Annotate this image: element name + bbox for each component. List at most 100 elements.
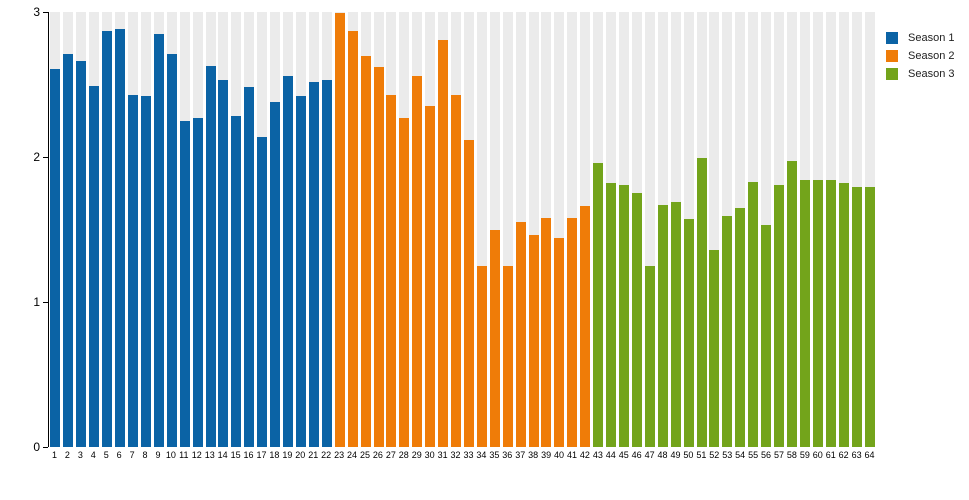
bar-47[interactable] bbox=[644, 265, 655, 447]
x-tick-label: 48 bbox=[657, 450, 668, 460]
bar-35[interactable] bbox=[489, 229, 500, 447]
bar-slot bbox=[295, 12, 308, 447]
bar-18[interactable] bbox=[270, 101, 281, 447]
bar-19[interactable] bbox=[283, 75, 294, 447]
x-tick-label: 10 bbox=[165, 450, 176, 460]
bar-41[interactable] bbox=[567, 217, 578, 447]
bar-54[interactable] bbox=[735, 207, 746, 447]
bar-3[interactable] bbox=[76, 61, 87, 447]
bar-31[interactable] bbox=[438, 39, 449, 447]
bar-slot bbox=[850, 12, 863, 447]
x-tick-label: 52 bbox=[709, 450, 720, 460]
bar-64[interactable] bbox=[864, 187, 875, 447]
bar-30[interactable] bbox=[425, 106, 436, 447]
legend-label: Season 3 bbox=[908, 68, 955, 80]
y-tick-label: 0 bbox=[33, 440, 40, 454]
bar-32[interactable] bbox=[451, 94, 462, 447]
y-tick-label: 2 bbox=[33, 150, 40, 164]
bar-12[interactable] bbox=[192, 117, 203, 447]
bar-60[interactable] bbox=[812, 180, 823, 447]
bar-20[interactable] bbox=[295, 96, 306, 447]
bar-61[interactable] bbox=[825, 180, 836, 447]
bar-5[interactable] bbox=[102, 30, 113, 447]
x-tick-label: 46 bbox=[631, 450, 642, 460]
bar-6[interactable] bbox=[115, 29, 126, 447]
bar-11[interactable] bbox=[179, 120, 190, 447]
bar-8[interactable] bbox=[140, 96, 151, 447]
bar-slot bbox=[256, 12, 269, 447]
bar-13[interactable] bbox=[205, 65, 216, 447]
legend-item-season-1[interactable]: Season 1 bbox=[886, 32, 954, 44]
bar-56[interactable] bbox=[761, 225, 772, 447]
bar-24[interactable] bbox=[347, 30, 358, 447]
bar-37[interactable] bbox=[515, 222, 526, 447]
x-tick-label: 4 bbox=[90, 450, 96, 460]
legend-item-season-2[interactable]: Season 2 bbox=[886, 50, 954, 62]
bar-22[interactable] bbox=[321, 80, 332, 447]
x-tick-label: 3 bbox=[77, 450, 83, 460]
bar-53[interactable] bbox=[722, 216, 733, 447]
bar-21[interactable] bbox=[308, 81, 319, 447]
bar-14[interactable] bbox=[218, 80, 229, 447]
x-tick-label: 45 bbox=[618, 450, 629, 460]
bar-28[interactable] bbox=[399, 117, 410, 447]
bar-44[interactable] bbox=[606, 183, 617, 447]
bar-slot bbox=[49, 12, 62, 447]
bar-62[interactable] bbox=[838, 183, 849, 447]
bar-59[interactable] bbox=[799, 180, 810, 447]
x-tick-label: 34 bbox=[476, 450, 487, 460]
bar-slot bbox=[863, 12, 876, 447]
y-tick-label: 3 bbox=[33, 5, 40, 19]
bar-57[interactable] bbox=[774, 184, 785, 447]
bar-slot bbox=[139, 12, 152, 447]
bar-1[interactable] bbox=[50, 68, 61, 447]
bar-36[interactable] bbox=[502, 265, 513, 447]
bar-33[interactable] bbox=[463, 139, 474, 447]
bar-46[interactable] bbox=[631, 193, 642, 447]
bar-63[interactable] bbox=[851, 187, 862, 447]
bar-slot bbox=[398, 12, 411, 447]
bar-43[interactable] bbox=[593, 162, 604, 447]
bar-50[interactable] bbox=[683, 219, 694, 447]
bar-slot bbox=[837, 12, 850, 447]
bar-26[interactable] bbox=[373, 67, 384, 447]
x-tick-label: 27 bbox=[385, 450, 396, 460]
bar-51[interactable] bbox=[696, 158, 707, 447]
bar-16[interactable] bbox=[244, 87, 255, 447]
bar-slot bbox=[760, 12, 773, 447]
bar-42[interactable] bbox=[580, 206, 591, 447]
bar-34[interactable] bbox=[476, 265, 487, 447]
x-tick-label: 12 bbox=[191, 450, 202, 460]
bar-52[interactable] bbox=[709, 249, 720, 447]
bar-55[interactable] bbox=[748, 181, 759, 447]
bar-slot bbox=[217, 12, 230, 447]
bar-45[interactable] bbox=[619, 184, 630, 447]
bar-9[interactable] bbox=[153, 33, 164, 447]
x-axis-labels: 1 2 3 4 5 6 7 8 9 10 11 12 13 14 15 16 17 18 19 20 21 22 23 24 2… bbox=[48, 450, 876, 461]
bar-2[interactable] bbox=[63, 54, 74, 447]
legend-item-season-3[interactable]: Season 3 bbox=[886, 68, 954, 80]
bar-25[interactable] bbox=[360, 55, 371, 447]
bar-slot bbox=[346, 12, 359, 447]
bar-17[interactable] bbox=[257, 136, 268, 447]
bar-40[interactable] bbox=[554, 238, 565, 447]
bar-slot bbox=[786, 12, 799, 447]
x-tick-label: 44 bbox=[605, 450, 616, 460]
x-tick-label: 5 bbox=[103, 450, 109, 460]
x-tick-label: 20 bbox=[295, 450, 306, 460]
bar-7[interactable] bbox=[127, 94, 138, 447]
bar-39[interactable] bbox=[541, 217, 552, 447]
bar-29[interactable] bbox=[412, 75, 423, 447]
legend-label: Season 2 bbox=[908, 50, 955, 62]
bar-slot bbox=[307, 12, 320, 447]
bar-4[interactable] bbox=[89, 85, 100, 447]
bar-49[interactable] bbox=[670, 201, 681, 447]
bar-23[interactable] bbox=[334, 13, 345, 447]
bar-15[interactable] bbox=[231, 116, 242, 447]
bar-27[interactable] bbox=[386, 94, 397, 447]
bar-38[interactable] bbox=[528, 235, 539, 447]
bar-58[interactable] bbox=[787, 161, 797, 447]
bar-48[interactable] bbox=[657, 204, 668, 447]
bar-10[interactable] bbox=[166, 54, 177, 447]
legend-swatch-icon bbox=[886, 32, 898, 44]
